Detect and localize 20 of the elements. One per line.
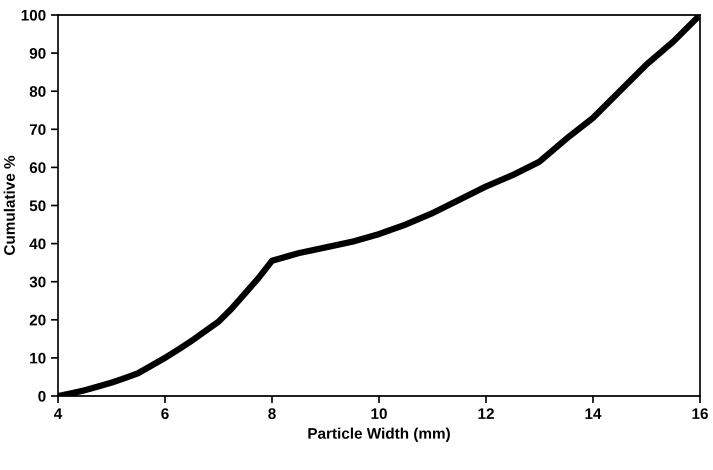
y-tick-label: 50: [30, 200, 46, 212]
y-axis-title: Cumulative %: [4, 156, 15, 255]
y-tick-label: 30: [30, 276, 46, 288]
y-tick-label: 90: [30, 48, 46, 59]
x-tick-label: 12: [478, 408, 494, 419]
y-tick-label: 40: [29, 238, 46, 250]
x-tick-label: 8: [268, 408, 276, 420]
x-axis-title: Particle Width (mm): [308, 428, 450, 442]
x-tick-label: 10: [371, 408, 387, 420]
x-tick-label: 6: [161, 408, 169, 420]
x-tick-label: 14: [585, 408, 602, 419]
y-tick-label: 100: [22, 10, 46, 21]
x-tick-label: 16: [692, 408, 708, 420]
y-tick-label: 80: [30, 86, 46, 97]
y-tick-label: 60: [30, 162, 46, 174]
y-tick-label: 0: [38, 390, 46, 402]
y-tick-label: 70: [30, 124, 46, 135]
y-tick-label: 10: [30, 352, 46, 364]
x-tick-label: 4: [54, 408, 62, 419]
y-tick-label: 20: [30, 314, 46, 326]
